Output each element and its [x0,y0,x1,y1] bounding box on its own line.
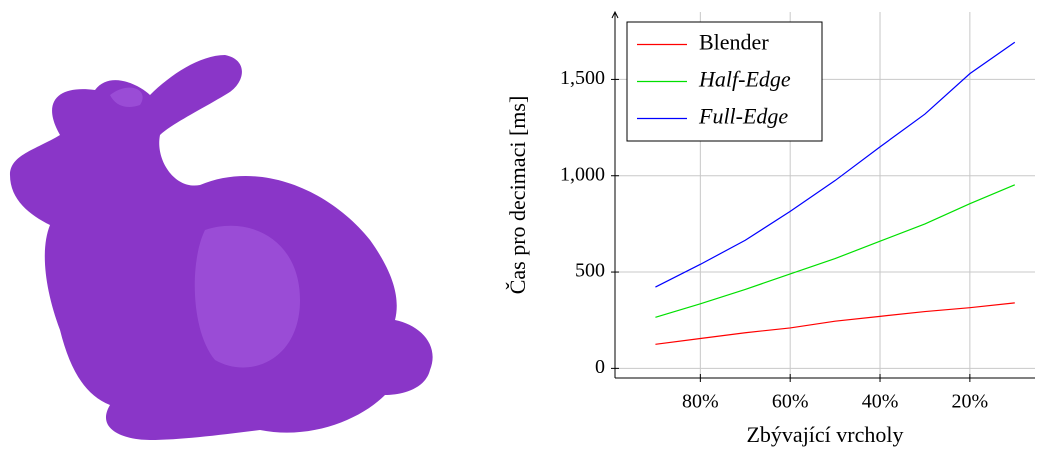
legend-label: Full-Edge [698,104,788,129]
y-tick-label: 1,500 [560,67,605,89]
bunny-render [10,55,433,440]
x-tick-label: 40% [862,391,899,413]
series-line [655,185,1014,318]
y-tick-label: 1,000 [560,163,605,185]
x-axis-label: Zbývající vrcholy [746,422,903,447]
legend-label: Blender [699,30,769,55]
x-tick-label: 20% [952,391,989,413]
y-axis-label: Čas pro decimaci [ms] [505,96,530,295]
y-tick-label: 0 [595,356,605,378]
y-tick-label: 500 [575,260,605,282]
legend-label: Half-Edge [698,67,791,92]
x-tick-label: 60% [772,391,809,413]
x-tick-label: 80% [682,391,719,413]
series-line [655,303,1014,344]
figure: Čas pro decimaci [ms] Zbývající vrcholy … [0,0,1047,451]
